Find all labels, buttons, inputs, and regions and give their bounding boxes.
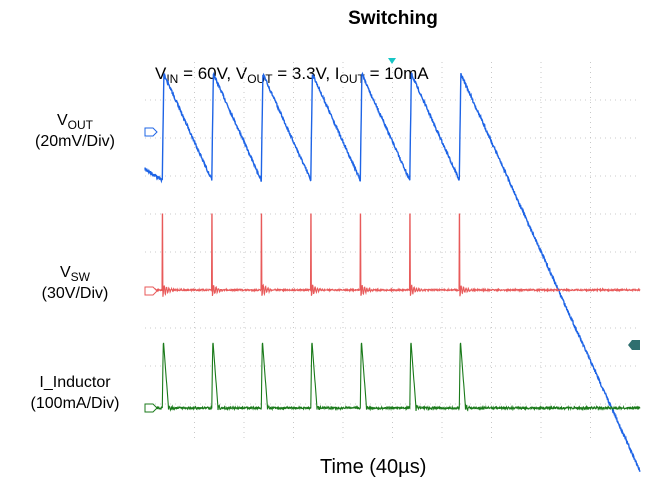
test-conditions: VIN = 60V, VOUT = 3.3V, IOUT = 10mA xyxy=(155,64,429,86)
inductor-channel-scale: (100mA/Div) xyxy=(30,395,120,412)
vsw-channel-scale: (30V/Div) xyxy=(41,285,109,302)
plot-markers xyxy=(144,58,640,413)
vsw-trace xyxy=(144,213,641,297)
x-axis-label: Time (40µs) xyxy=(320,456,427,478)
vout-value: = 3.3V, xyxy=(272,64,335,83)
iout-value: = 10mA xyxy=(364,64,429,83)
trigger-marker xyxy=(388,58,396,64)
plot-grid xyxy=(145,62,640,442)
vsw-ground-marker xyxy=(144,286,158,296)
inductor-channel-label: I_Inductor (100mA/Div) xyxy=(0,372,150,414)
vsw-channel-label: VSW (30V/Div) xyxy=(0,262,150,304)
vout-channel-label: VOUT (20mV/Div) xyxy=(0,110,150,152)
trigger-level-marker xyxy=(628,340,640,350)
vout-channel-scale: (20mV/Div) xyxy=(34,133,115,150)
iout-subscript: OUT xyxy=(339,72,365,86)
inductor-trace xyxy=(144,342,641,412)
iout-symbol: I xyxy=(334,64,340,83)
inductor-channel-name: I_Inductor xyxy=(39,374,111,391)
chart-title: Switching xyxy=(348,8,438,29)
vin-subscript: IN xyxy=(166,72,179,86)
vout-symbol: V xyxy=(235,64,248,83)
vout-subscript: OUT xyxy=(247,72,273,86)
vin-symbol: V xyxy=(155,64,167,83)
plot-traces xyxy=(144,71,641,472)
vout-ground-marker xyxy=(144,127,158,137)
inductor-ground-marker xyxy=(144,403,158,413)
vout-channel-name: VOUT xyxy=(56,112,93,132)
vin-value: = 60V, xyxy=(178,64,236,83)
vsw-channel-name: VSW xyxy=(59,264,90,284)
